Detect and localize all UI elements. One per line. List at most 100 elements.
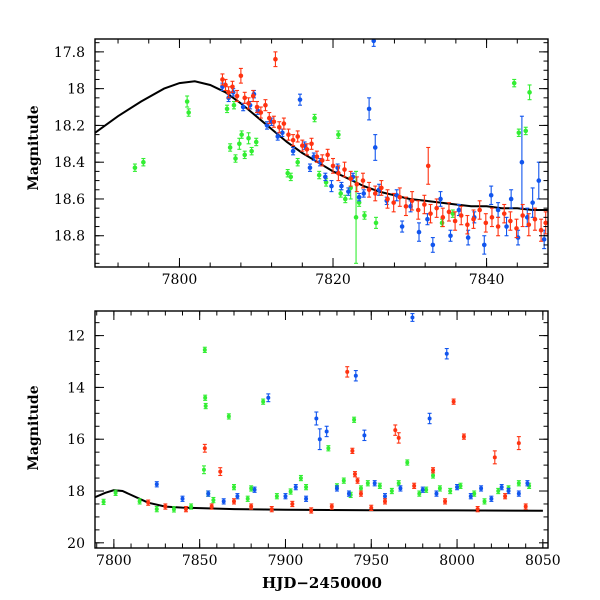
- plot-frame: [94, 38, 549, 268]
- data-point: [504, 224, 509, 229]
- data-point: [511, 80, 517, 86]
- data-point: [101, 499, 106, 504]
- data-point: [427, 416, 432, 421]
- data-point: [233, 156, 238, 161]
- data-point: [231, 485, 236, 490]
- data-point: [171, 507, 176, 512]
- x-tick-label: 7840: [469, 272, 505, 288]
- data-point: [283, 494, 288, 499]
- data-point: [496, 489, 501, 494]
- top-y-axis-label: Magnitude: [26, 105, 42, 190]
- data-point: [431, 473, 436, 478]
- data-point: [452, 218, 458, 224]
- red-series: [146, 366, 528, 514]
- data-point: [437, 486, 442, 491]
- data-point: [482, 499, 487, 504]
- data-point: [403, 204, 409, 209]
- data-point: [211, 498, 216, 503]
- data-point: [246, 135, 251, 141]
- y-tick-label: 12: [67, 329, 85, 345]
- data-point: [365, 481, 370, 486]
- data-point: [312, 115, 317, 121]
- data-point: [451, 399, 456, 404]
- data-point: [353, 215, 359, 220]
- data-point: [298, 476, 303, 481]
- data-point: [231, 102, 237, 108]
- data-point: [431, 468, 436, 473]
- data-point: [113, 490, 118, 495]
- data-point: [444, 351, 449, 356]
- x-tick-label: 7900: [268, 553, 304, 569]
- data-point: [325, 152, 330, 158]
- data-point: [316, 172, 322, 178]
- data-point: [341, 478, 346, 483]
- data-point: [516, 491, 521, 496]
- plot-area-0: [95, 39, 548, 264]
- data-point: [348, 176, 353, 182]
- data-point: [346, 189, 351, 194]
- data-point: [290, 137, 296, 143]
- data-point: [508, 218, 513, 224]
- data-point: [382, 494, 387, 499]
- data-point: [350, 448, 355, 453]
- data-point: [420, 487, 425, 492]
- data-point: [450, 211, 456, 216]
- data-point: [434, 491, 439, 496]
- data-point: [361, 191, 367, 196]
- data-point: [358, 486, 363, 491]
- data-point: [230, 84, 235, 90]
- data-point: [132, 165, 138, 171]
- data-point: [399, 224, 405, 229]
- data-point: [415, 207, 421, 213]
- x-tick-label: 7800: [162, 272, 198, 288]
- green-series: [101, 346, 532, 513]
- data-point: [425, 216, 430, 222]
- data-point: [184, 99, 190, 104]
- data-point: [227, 145, 233, 150]
- data-point: [275, 134, 281, 139]
- data-point: [397, 194, 403, 200]
- data-point: [458, 483, 463, 488]
- data-point: [483, 220, 489, 226]
- data-point: [264, 123, 270, 128]
- data-point: [362, 213, 367, 218]
- data-point: [523, 504, 528, 509]
- data-point: [220, 77, 225, 82]
- data-point: [543, 220, 548, 226]
- data-point: [391, 200, 396, 205]
- data-point: [329, 183, 334, 189]
- data-point: [439, 220, 445, 226]
- data-point: [203, 395, 208, 400]
- x-tick-label: 7820: [315, 272, 351, 288]
- data-point: [372, 145, 378, 150]
- data-point: [235, 494, 240, 499]
- data-point: [330, 163, 336, 169]
- data-point: [416, 229, 422, 235]
- data-point: [317, 437, 322, 442]
- data-point: [398, 486, 403, 491]
- data-point: [329, 504, 334, 509]
- data-point: [409, 198, 415, 204]
- y-tick-label: 18.6: [54, 192, 85, 208]
- data-point: [495, 207, 501, 213]
- data-point: [276, 124, 282, 130]
- data-point: [336, 132, 341, 137]
- data-point: [479, 486, 484, 491]
- data-point: [352, 472, 357, 477]
- x-tick-label: 7800: [96, 553, 132, 569]
- data-point: [371, 39, 377, 44]
- data-point: [503, 494, 508, 499]
- data-point: [274, 494, 279, 499]
- data-point: [202, 446, 207, 451]
- data-point: [304, 496, 309, 501]
- data-point: [471, 216, 476, 222]
- data-point: [342, 167, 347, 172]
- data-point: [263, 102, 268, 108]
- data-point: [343, 196, 348, 202]
- data-point: [300, 143, 305, 148]
- data-point: [206, 491, 211, 496]
- data-point: [465, 222, 470, 228]
- data-point: [326, 446, 331, 451]
- y-tick-label: 18.8: [54, 229, 85, 245]
- data-point: [249, 504, 254, 509]
